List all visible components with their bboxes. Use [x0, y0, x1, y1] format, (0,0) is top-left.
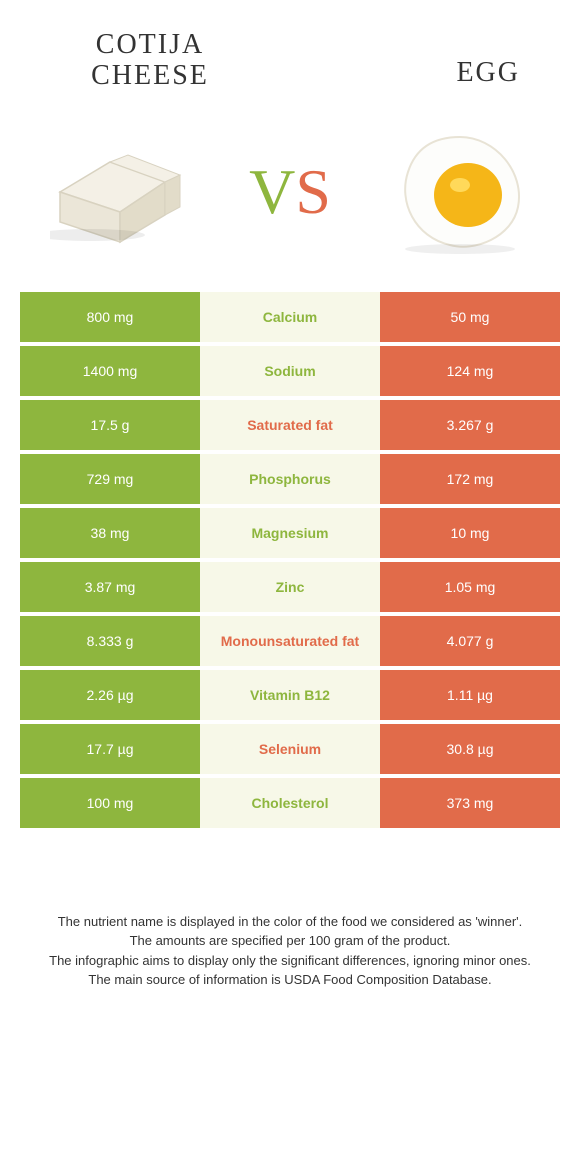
vs-label: VS: [249, 155, 331, 229]
table-row: 17.5 gSaturated fat3.267 g: [20, 400, 560, 450]
right-value: 1.11 µg: [380, 670, 560, 720]
table-row: 1400 mgSodium124 mg: [20, 346, 560, 396]
table-row: 729 mgPhosphorus172 mg: [20, 454, 560, 504]
footnote-line-1: The nutrient name is displayed in the co…: [30, 912, 550, 932]
nutrient-name: Cholesterol: [200, 778, 380, 828]
cheese-image: [40, 122, 200, 262]
left-value: 38 mg: [20, 508, 200, 558]
right-value: 172 mg: [380, 454, 560, 504]
left-value: 800 mg: [20, 292, 200, 342]
left-value: 1400 mg: [20, 346, 200, 396]
nutrient-name: Zinc: [200, 562, 380, 612]
nutrient-name: Calcium: [200, 292, 380, 342]
right-value: 4.077 g: [380, 616, 560, 666]
footnote: The nutrient name is displayed in the co…: [0, 832, 580, 990]
table-row: 8.333 gMonounsaturated fat4.077 g: [20, 616, 560, 666]
right-value: 50 mg: [380, 292, 560, 342]
table-row: 3.87 mgZinc1.05 mg: [20, 562, 560, 612]
vs-v: V: [249, 156, 295, 227]
header: COTIJA CHEESE EGG: [0, 0, 580, 102]
right-value: 30.8 µg: [380, 724, 560, 774]
right-value: 1.05 mg: [380, 562, 560, 612]
table-row: 2.26 µgVitamin B121.11 µg: [20, 670, 560, 720]
left-value: 17.7 µg: [20, 724, 200, 774]
left-value: 100 mg: [20, 778, 200, 828]
nutrient-name: Vitamin B12: [200, 670, 380, 720]
left-value: 3.87 mg: [20, 562, 200, 612]
vs-s: S: [295, 156, 331, 227]
left-value: 8.333 g: [20, 616, 200, 666]
left-value: 2.26 µg: [20, 670, 200, 720]
table-row: 800 mgCalcium50 mg: [20, 292, 560, 342]
right-value: 373 mg: [380, 778, 560, 828]
right-value: 10 mg: [380, 508, 560, 558]
nutrient-name: Saturated fat: [200, 400, 380, 450]
nutrient-table: 800 mgCalcium50 mg1400 mgSodium124 mg17.…: [0, 292, 580, 828]
footnote-line-3: The infographic aims to display only the…: [30, 951, 550, 971]
footnote-line-2: The amounts are specified per 100 gram o…: [30, 931, 550, 951]
right-value: 3.267 g: [380, 400, 560, 450]
nutrient-name: Selenium: [200, 724, 380, 774]
nutrient-name: Magnesium: [200, 508, 380, 558]
egg-image: [380, 122, 540, 262]
hero-row: VS: [0, 102, 580, 292]
nutrient-name: Phosphorus: [200, 454, 380, 504]
table-row: 38 mgMagnesium10 mg: [20, 508, 560, 558]
right-food-title: EGG: [400, 30, 520, 92]
left-value: 729 mg: [20, 454, 200, 504]
right-value: 124 mg: [380, 346, 560, 396]
table-row: 100 mgCholesterol373 mg: [20, 778, 560, 828]
table-row: 17.7 µgSelenium30.8 µg: [20, 724, 560, 774]
left-value: 17.5 g: [20, 400, 200, 450]
nutrient-name: Monounsaturated fat: [200, 616, 380, 666]
nutrient-name: Sodium: [200, 346, 380, 396]
footnote-line-4: The main source of information is USDA F…: [30, 970, 550, 990]
left-food-title: COTIJA CHEESE: [60, 30, 240, 92]
